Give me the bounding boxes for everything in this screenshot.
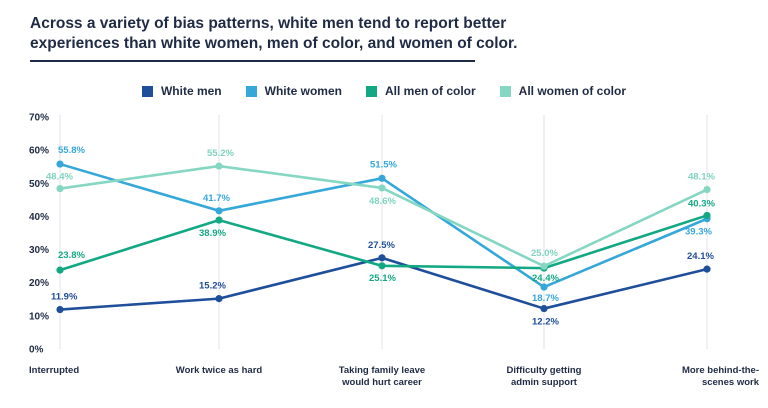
legend: White men White women All men of color All … (0, 84, 768, 98)
legend-label: All men of color (384, 84, 476, 98)
data-point-all-men-of-color (215, 216, 223, 224)
x-category-label: Work twice as hard (176, 365, 263, 376)
x-category-label: would hurt career (341, 377, 422, 388)
y-tick-label: 50% (29, 179, 49, 190)
data-label-white-women: 51.5% (370, 159, 397, 170)
data-point-all-women-of-color (378, 184, 386, 192)
data-label-white-men: 24.1% (687, 251, 714, 262)
data-label-all-men-of-color: 24.4% (532, 273, 559, 284)
legend-label: White men (160, 84, 222, 98)
data-point-white-men (540, 304, 548, 313)
data-label-all-men-of-color: 40.3% (688, 198, 715, 209)
y-tick-label: 70% (29, 113, 49, 124)
data-label-white-men: 15.2% (199, 281, 226, 292)
data-point-white-women (215, 207, 223, 215)
x-category-label: Difficulty getting (507, 365, 582, 376)
data-label-all-women-of-color: 55.2% (207, 148, 234, 159)
data-label-white-women: 55.8% (58, 145, 85, 156)
data-point-all-women-of-color (540, 262, 548, 270)
data-label-all-women-of-color: 25.0% (531, 248, 558, 259)
x-category-label: admin support (511, 377, 578, 388)
legend-swatch (245, 85, 257, 97)
data-label-white-men: 12.2% (532, 317, 559, 328)
legend-swatch (141, 85, 153, 97)
title-underline (30, 60, 475, 62)
data-point-all-women-of-color (215, 162, 223, 170)
y-tick-label: 30% (29, 245, 49, 256)
data-label-white-men: 27.5% (368, 240, 395, 251)
data-label-white-men: 11.9% (51, 292, 78, 303)
data-point-white-women (540, 283, 548, 291)
legend-swatch (365, 85, 377, 97)
legend-label: All women of color (518, 84, 627, 98)
y-tick-label: 60% (29, 146, 49, 157)
x-category-label: More behind-the- (682, 365, 759, 376)
legend-item-white-women: White women (245, 84, 342, 98)
data-label-white-women: 39.3% (685, 227, 712, 238)
title-block: Across a variety of bias patterns, white… (30, 14, 550, 62)
legend-item-all-men-of-color: All men of color (365, 84, 476, 98)
y-tick-label: 0% (29, 345, 44, 356)
data-point-all-men-of-color (378, 262, 386, 270)
legend-label: White women (264, 84, 342, 98)
data-label-white-women: 18.7% (532, 293, 559, 304)
x-category-label: Interrupted (29, 365, 79, 376)
y-tick-label: 20% (29, 278, 49, 289)
chart-title: Across a variety of bias patterns, white… (30, 15, 518, 52)
y-tick-label: 40% (29, 212, 49, 223)
data-point-white-men (703, 265, 711, 273)
data-label-white-women: 41.7% (203, 193, 230, 204)
legend-swatch (499, 85, 511, 97)
legend-item-all-women-of-color: All women of color (499, 84, 627, 98)
data-point-white-men (56, 305, 64, 314)
y-tick-label: 10% (29, 311, 49, 322)
data-label-all-women-of-color: 48.4% (46, 172, 73, 183)
data-point-all-women-of-color (703, 185, 711, 194)
data-point-white-women (378, 174, 386, 182)
data-label-all-men-of-color: 25.1% (369, 273, 396, 284)
data-point-all-men-of-color (703, 211, 711, 220)
data-point-white-men (378, 254, 386, 262)
data-point-white-women (56, 160, 64, 168)
data-label-all-women-of-color: 48.6% (369, 196, 396, 207)
x-category-label: scenes work (702, 377, 760, 388)
data-point-all-women-of-color (56, 184, 64, 193)
data-label-all-women-of-color: 48.1% (688, 172, 715, 183)
legend-item-white-men: White men (141, 84, 222, 98)
data-point-all-men-of-color (56, 266, 64, 274)
x-category-label: Taking family leave (339, 365, 425, 376)
data-label-all-men-of-color: 23.8% (58, 250, 85, 261)
data-point-white-men (215, 295, 223, 303)
data-label-all-men-of-color: 38.9% (199, 228, 226, 239)
